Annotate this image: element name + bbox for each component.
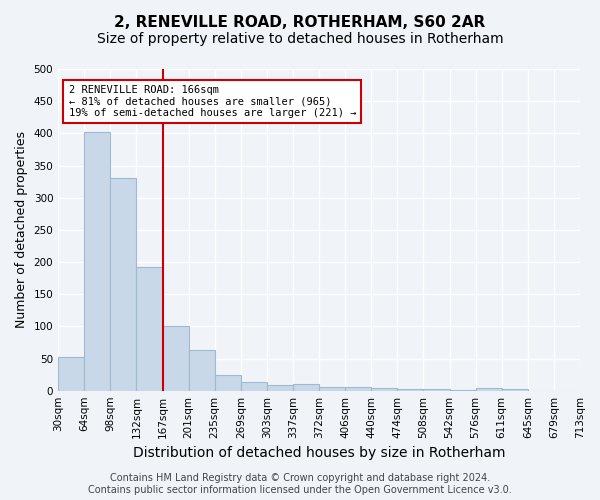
Bar [476, 388, 502, 390]
X-axis label: Distribution of detached houses by size in Rotherham: Distribution of detached houses by size … [133, 446, 505, 460]
Text: Size of property relative to detached houses in Rotherham: Size of property relative to detached ho… [97, 32, 503, 46]
Bar [163, 326, 188, 390]
Bar [502, 389, 528, 390]
Bar [110, 178, 136, 390]
Bar [267, 385, 293, 390]
Bar [84, 132, 110, 390]
Bar [293, 384, 319, 390]
Bar [345, 388, 371, 390]
Y-axis label: Number of detached properties: Number of detached properties [15, 132, 28, 328]
Text: Contains HM Land Registry data © Crown copyright and database right 2024.
Contai: Contains HM Land Registry data © Crown c… [88, 474, 512, 495]
Bar [319, 387, 345, 390]
Text: 2 RENEVILLE ROAD: 166sqm
← 81% of detached houses are smaller (965)
19% of semi-: 2 RENEVILLE ROAD: 166sqm ← 81% of detach… [68, 85, 356, 118]
Bar [136, 266, 163, 390]
Text: 2, RENEVILLE ROAD, ROTHERHAM, S60 2AR: 2, RENEVILLE ROAD, ROTHERHAM, S60 2AR [115, 15, 485, 30]
Bar [371, 388, 397, 390]
Bar [188, 350, 215, 391]
Bar [215, 374, 241, 390]
Bar [241, 382, 267, 390]
Bar [58, 357, 84, 390]
